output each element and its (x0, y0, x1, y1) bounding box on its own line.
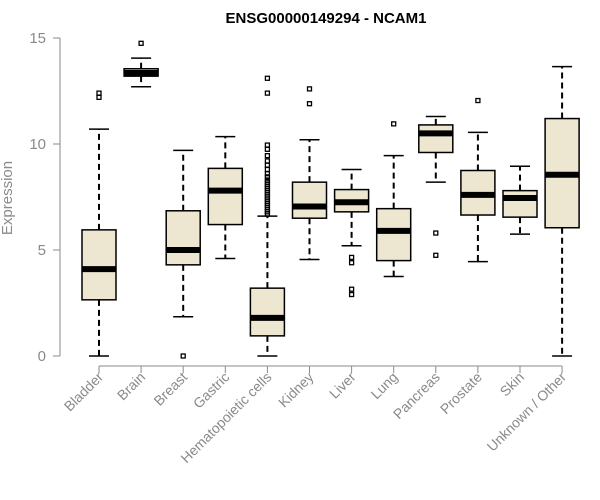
y-axis-label: Expression (0, 161, 16, 235)
x-tick-label: Skin (497, 369, 528, 400)
outlier-point (264, 177, 271, 183)
box (375, 207, 412, 262)
outlier-point (433, 252, 439, 258)
outlier-point (306, 101, 313, 107)
outlier-point (264, 142, 271, 148)
outlier-point (96, 90, 102, 96)
outlier-point (348, 260, 355, 266)
y-tick-label: 10 (29, 136, 46, 153)
outlier-point (264, 174, 271, 180)
box-group (291, 86, 328, 261)
x-tick-label: Prostate (437, 369, 485, 417)
outlier-point (348, 254, 355, 261)
outlier-point (264, 171, 271, 177)
box-group (249, 75, 286, 357)
x-tick-label: Liver (326, 369, 359, 402)
outlier-point (264, 75, 271, 81)
outlier-point (96, 94, 102, 101)
box-group (123, 40, 159, 88)
x-tick-label: Kidney (275, 369, 317, 411)
box (81, 229, 117, 301)
box-group (460, 97, 496, 263)
outlier-point (264, 90, 271, 96)
box-group (165, 149, 201, 359)
y-tick-label: 15 (29, 30, 46, 47)
y-axis: 0 5 10 15 (29, 30, 61, 365)
chart-title: ENSG00000149294 - NCAM1 (226, 10, 427, 27)
outlier-point (264, 153, 271, 159)
box (502, 189, 538, 218)
outlier-point (180, 353, 186, 359)
outlier-point (138, 40, 144, 46)
box-group (502, 165, 538, 235)
box (249, 287, 286, 337)
box (165, 210, 201, 266)
box-group (544, 65, 580, 357)
outlier-point (264, 158, 271, 164)
outlier-point (348, 286, 355, 292)
x-tick-label: Unknown / Other (484, 369, 570, 455)
outlier-point (391, 121, 397, 127)
x-tick-label: Bladder (61, 369, 107, 415)
outlier-point (264, 146, 271, 152)
outlier-point (475, 97, 481, 104)
outlier-point (306, 86, 313, 92)
box (418, 124, 454, 154)
outlier-point (264, 162, 271, 168)
box-group (81, 90, 117, 357)
box-group (207, 135, 244, 260)
box-group (333, 168, 370, 298)
plot-area (81, 40, 580, 359)
outlier-point (433, 230, 439, 236)
box-group (418, 115, 454, 258)
x-tick-label: Pancreas (390, 369, 443, 422)
outlier-point (264, 166, 271, 173)
outlier-point (348, 291, 355, 298)
box-group (375, 121, 412, 278)
box (291, 181, 328, 219)
y-tick-label: 0 (38, 348, 46, 365)
y-tick-label: 5 (38, 242, 46, 259)
x-tick-label: Brain (114, 369, 148, 403)
x-tick-label: Breast (150, 369, 190, 409)
box (207, 167, 244, 226)
x-tick-label: Lung (367, 369, 400, 402)
